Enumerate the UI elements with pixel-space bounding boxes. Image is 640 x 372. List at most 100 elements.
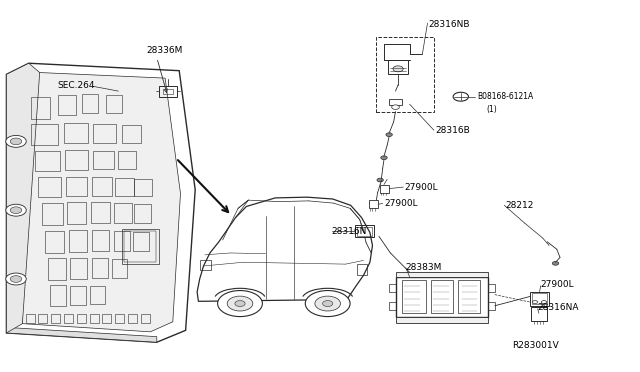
Circle shape bbox=[6, 135, 26, 147]
Bar bbox=[380, 185, 389, 193]
Bar bbox=[200, 260, 211, 270]
Bar bbox=[112, 259, 127, 278]
Bar bbox=[65, 150, 88, 170]
Bar bbox=[118, 151, 136, 169]
Circle shape bbox=[10, 207, 22, 214]
Bar bbox=[77, 314, 86, 323]
Bar bbox=[124, 231, 156, 262]
Polygon shape bbox=[6, 63, 40, 333]
Bar bbox=[531, 307, 547, 321]
Polygon shape bbox=[6, 63, 195, 342]
Bar bbox=[128, 314, 137, 323]
Text: B08168-6121A: B08168-6121A bbox=[477, 92, 533, 101]
Bar bbox=[70, 258, 87, 279]
Bar bbox=[530, 292, 549, 306]
Bar bbox=[31, 124, 58, 145]
Bar bbox=[90, 314, 99, 323]
Circle shape bbox=[386, 133, 392, 137]
Text: R283001V: R283001V bbox=[512, 341, 559, 350]
Text: 28212: 28212 bbox=[506, 201, 534, 210]
Circle shape bbox=[227, 296, 253, 311]
Bar bbox=[106, 95, 122, 113]
Bar bbox=[122, 229, 159, 264]
Bar bbox=[92, 177, 112, 196]
Circle shape bbox=[323, 301, 333, 307]
Bar bbox=[159, 86, 177, 97]
Bar bbox=[396, 277, 488, 317]
Bar bbox=[31, 97, 50, 119]
Text: 28316N: 28316N bbox=[332, 227, 367, 236]
Bar bbox=[38, 314, 47, 323]
Polygon shape bbox=[6, 327, 157, 342]
Text: 27900L: 27900L bbox=[384, 199, 418, 208]
Bar bbox=[93, 151, 114, 169]
Bar bbox=[357, 227, 372, 236]
Bar bbox=[163, 89, 173, 94]
Bar bbox=[66, 177, 87, 196]
Bar bbox=[488, 302, 495, 310]
Circle shape bbox=[552, 262, 559, 265]
Bar bbox=[51, 314, 60, 323]
Bar bbox=[388, 60, 408, 74]
Bar bbox=[93, 124, 116, 143]
Bar bbox=[369, 200, 378, 208]
Text: 28316NB: 28316NB bbox=[429, 20, 470, 29]
Text: 27900L: 27900L bbox=[404, 183, 438, 192]
Circle shape bbox=[10, 276, 22, 282]
Text: (1): (1) bbox=[486, 105, 497, 114]
Bar bbox=[92, 258, 108, 278]
Text: 27900L: 27900L bbox=[541, 280, 575, 289]
Circle shape bbox=[381, 156, 387, 160]
Circle shape bbox=[315, 296, 340, 311]
Bar bbox=[396, 272, 488, 277]
Bar bbox=[115, 314, 124, 323]
Text: SEC.264: SEC.264 bbox=[58, 81, 95, 90]
Bar bbox=[355, 225, 374, 237]
Circle shape bbox=[377, 178, 383, 182]
Polygon shape bbox=[19, 73, 180, 332]
Bar bbox=[114, 231, 130, 251]
Bar bbox=[48, 258, 66, 280]
Bar bbox=[67, 202, 86, 224]
Bar bbox=[133, 232, 149, 251]
Bar bbox=[64, 314, 73, 323]
Bar bbox=[389, 99, 402, 105]
Text: 28316B: 28316B bbox=[435, 126, 470, 135]
Bar bbox=[431, 280, 453, 313]
Circle shape bbox=[235, 301, 245, 307]
Bar bbox=[357, 264, 367, 275]
Circle shape bbox=[541, 301, 547, 304]
Bar bbox=[38, 177, 61, 197]
Bar bbox=[82, 94, 98, 113]
Text: 28336M: 28336M bbox=[146, 46, 182, 55]
Bar bbox=[102, 314, 111, 323]
Bar bbox=[134, 204, 151, 223]
Bar bbox=[58, 95, 76, 115]
Bar bbox=[45, 231, 64, 253]
Circle shape bbox=[453, 92, 468, 101]
Bar bbox=[114, 203, 132, 223]
Bar bbox=[70, 286, 86, 305]
Bar bbox=[389, 284, 396, 292]
Bar bbox=[115, 178, 134, 196]
Circle shape bbox=[10, 138, 22, 145]
Polygon shape bbox=[197, 197, 372, 301]
Bar bbox=[389, 302, 396, 310]
Bar bbox=[458, 280, 480, 313]
Text: 28383M: 28383M bbox=[406, 263, 442, 272]
Bar bbox=[64, 123, 88, 143]
Bar bbox=[35, 151, 60, 171]
Circle shape bbox=[218, 291, 262, 317]
Text: 28316NA: 28316NA bbox=[538, 303, 579, 312]
Bar bbox=[134, 179, 152, 196]
Bar bbox=[91, 202, 110, 223]
Bar bbox=[122, 125, 141, 143]
Circle shape bbox=[6, 204, 26, 216]
Circle shape bbox=[6, 273, 26, 285]
Bar bbox=[532, 293, 547, 304]
Circle shape bbox=[305, 291, 350, 317]
Bar bbox=[376, 37, 434, 112]
Circle shape bbox=[532, 301, 538, 304]
Bar bbox=[42, 203, 63, 225]
Bar bbox=[402, 280, 426, 313]
